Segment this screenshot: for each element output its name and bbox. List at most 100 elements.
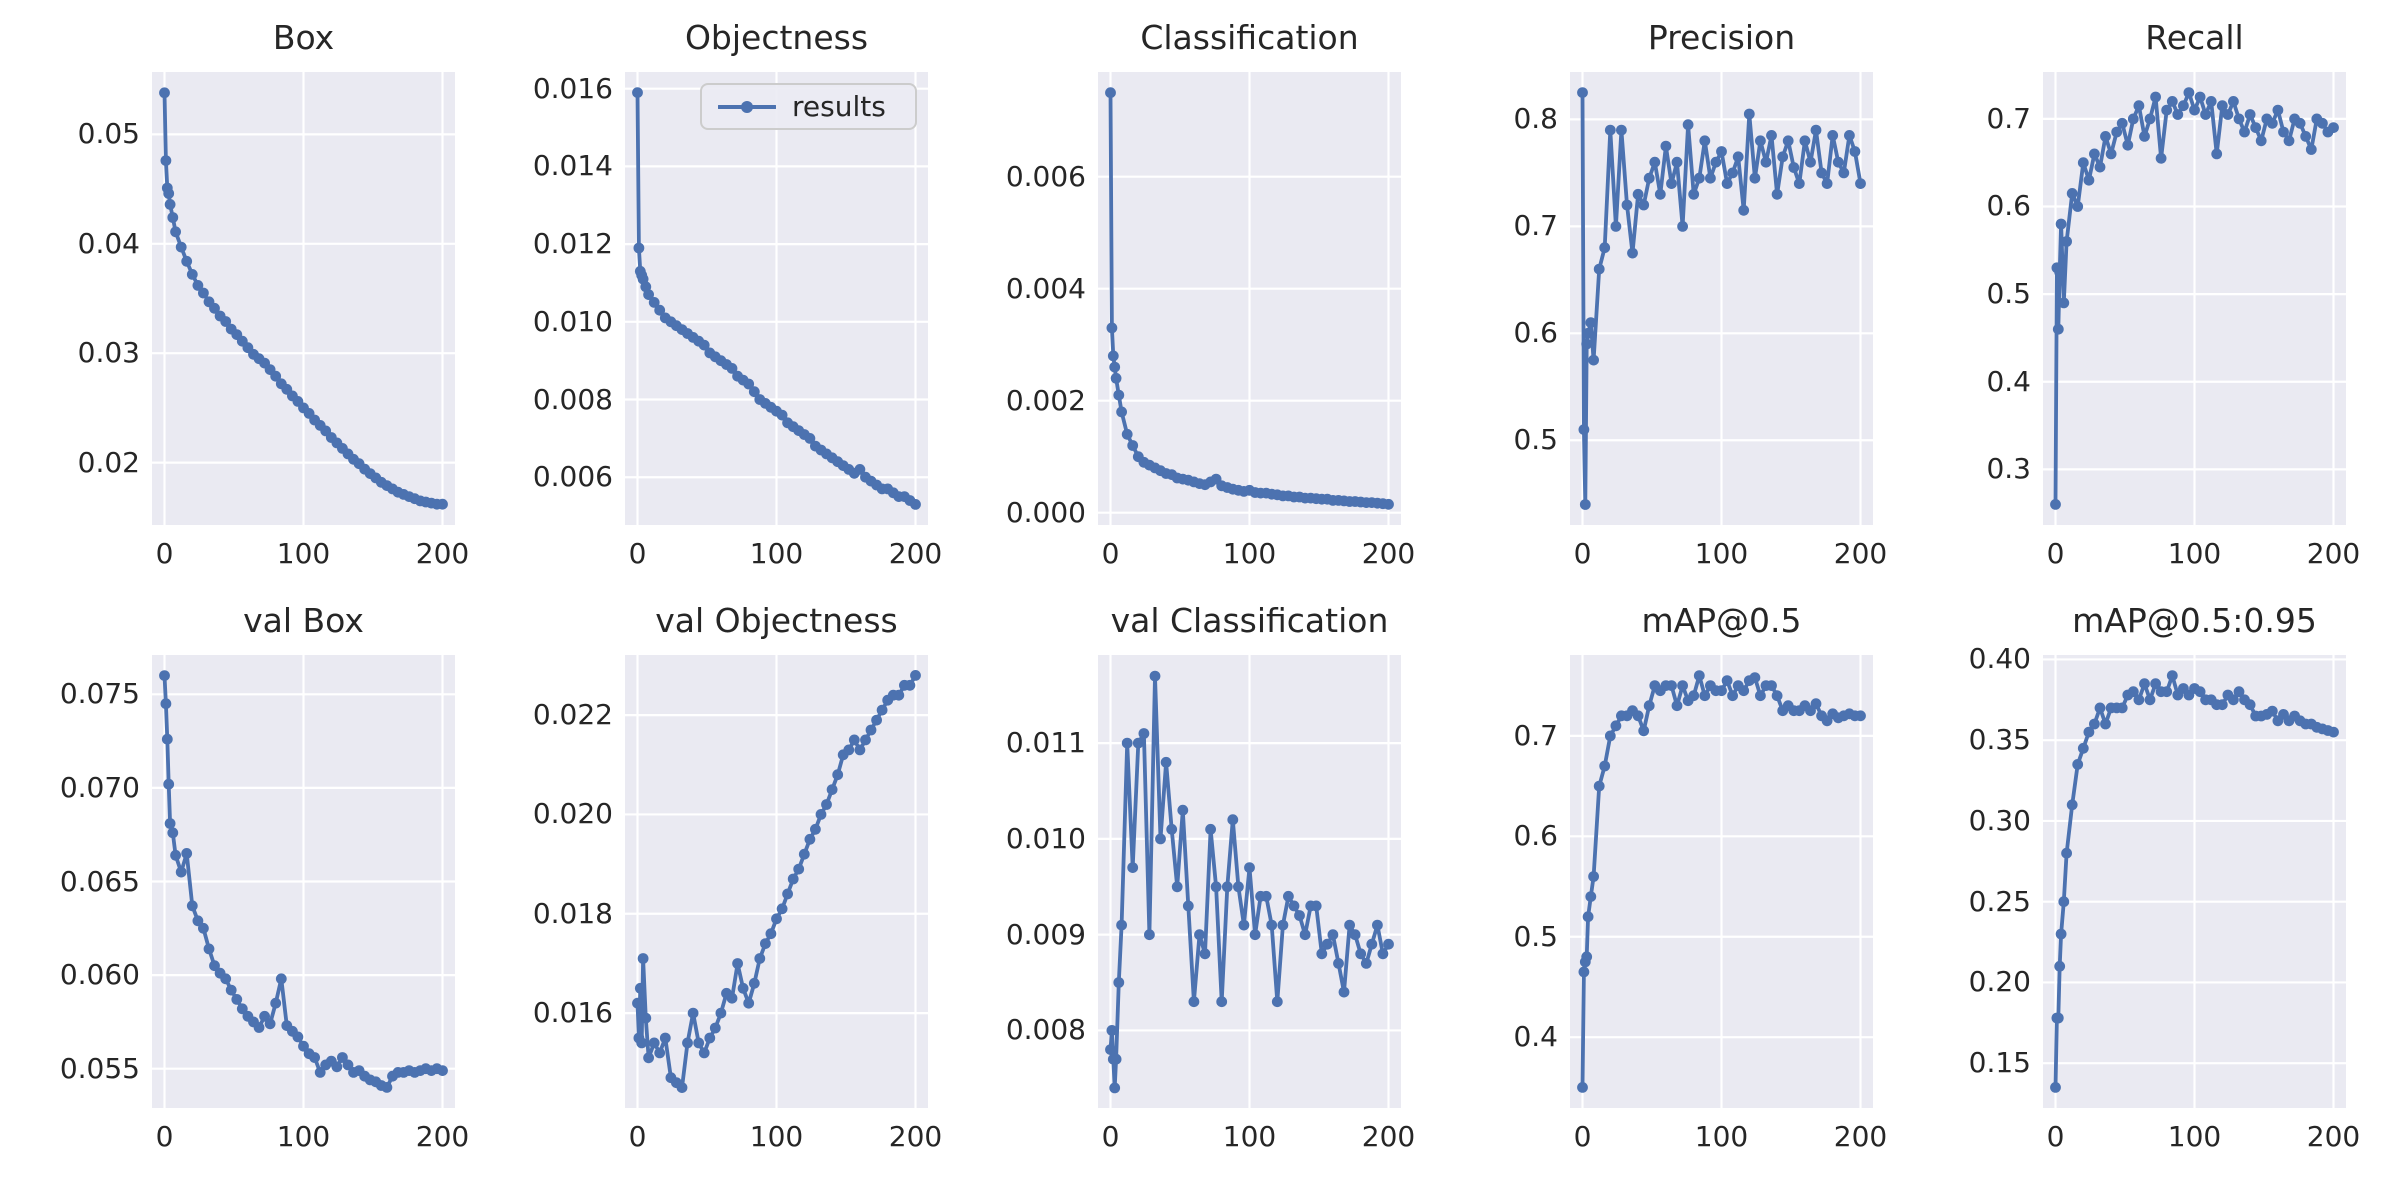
x-tick-label: 200 <box>1361 537 1416 570</box>
plot-title-objectness: Objectness <box>684 18 869 57</box>
y-tick-label: 0.065 <box>59 864 140 898</box>
x-tick-label: 100 <box>276 537 331 570</box>
x-tick-label: 0 <box>1573 1120 1592 1153</box>
plot-title-val-objectness: val Objectness <box>655 601 898 640</box>
axes-objectness <box>625 72 928 525</box>
x-tick-label: 100 <box>2167 537 2222 570</box>
x-tick-label: 0 <box>155 1120 174 1153</box>
y-tick-label: 0.006 <box>532 460 613 494</box>
subplot-precision: Precision 0.5 0.6 0.7 0.8 0 100 200 <box>1513 18 1887 569</box>
axes-classification <box>1098 72 1401 525</box>
axes-box <box>152 72 455 525</box>
axes-val-box <box>152 655 455 1108</box>
x-tick-label: 0 <box>2046 537 2065 570</box>
plot-title-val-box: val Box <box>243 601 364 640</box>
subplot-map05-095: mAP@0.5:0.95 0.15 0.20 0.25 0.30 0.35 0.40 0 10… <box>1969 601 2361 1152</box>
y-tick-label: 0.6 <box>1513 819 1558 853</box>
y-tick-label: 0.25 <box>1968 884 2031 918</box>
x-tick-label: 0 <box>628 1120 647 1153</box>
y-tick-label: 0.4 <box>1513 1020 1558 1054</box>
y-tick-label: 0.010 <box>1005 821 1086 855</box>
y-tick-label: 0.020 <box>532 797 613 831</box>
subplot-box: Box 0.02 0.03 0.04 0.05 0 100 200 <box>78 18 470 569</box>
x-tick-label: 200 <box>1833 1120 1888 1153</box>
y-tick-label: 0.5 <box>1986 277 2031 311</box>
x-tick-label: 0 <box>1101 537 1120 570</box>
subplot-objectness: Objectness results 0.006 0.008 0.010 0.012 0… <box>533 18 942 569</box>
y-tick-label: 0.016 <box>532 996 613 1030</box>
y-tick-label: 0.5 <box>1513 423 1558 457</box>
x-tick-label: 200 <box>415 537 470 570</box>
y-tick-label: 0.40 <box>1968 642 2031 676</box>
subplot-classification: Classification 0.000 0.002 0.004 0.006 0 100 2… <box>1006 18 1415 569</box>
subplot-val-objectness: val Objectness 0.016 0.018 0.020 0.022 0 100 2… <box>533 601 942 1152</box>
y-tick-label: 0.35 <box>1968 723 2031 757</box>
y-tick-label: 0.5 <box>1513 919 1558 953</box>
axes-recall <box>2043 72 2346 525</box>
y-tick-label: 0.014 <box>532 149 613 183</box>
legend-line-marker-icon <box>718 100 776 113</box>
x-tick-label: 200 <box>2306 1120 2361 1153</box>
y-tick-label: 0.02 <box>77 445 140 479</box>
x-tick-label: 200 <box>888 537 943 570</box>
axes-precision <box>1570 72 1873 525</box>
y-tick-label: 0.060 <box>59 958 140 992</box>
y-tick-label: 0.4 <box>1986 364 2031 398</box>
plot-title-recall: Recall <box>2145 18 2244 57</box>
axes-val-classification <box>1098 655 1401 1108</box>
axes-map05-095 <box>2043 655 2346 1108</box>
subplot-val-classification: val Classification 0.008 0.009 0.010 0.011 0… <box>1006 601 1415 1152</box>
y-tick-label: 0.070 <box>59 770 140 804</box>
y-tick-label: 0.008 <box>1005 1013 1086 1047</box>
y-tick-label: 0.022 <box>532 698 613 732</box>
y-tick-label: 0.05 <box>77 117 140 151</box>
x-tick-label: 100 <box>1222 537 1277 570</box>
legend-label: results <box>792 90 886 123</box>
x-tick-label: 0 <box>628 537 647 570</box>
plot-title-box: Box <box>272 18 335 57</box>
y-tick-label: 0.002 <box>1005 383 1086 417</box>
x-tick-label: 0 <box>155 537 174 570</box>
y-tick-label: 0.6 <box>1513 316 1558 350</box>
y-tick-label: 0.018 <box>532 896 613 930</box>
y-tick-label: 0.009 <box>1005 917 1086 951</box>
axes-val-objectness <box>625 655 928 1108</box>
axes-map05 <box>1570 655 1873 1108</box>
y-tick-label: 0.3 <box>1986 452 2031 486</box>
y-tick-label: 0.7 <box>1986 101 2031 135</box>
plot-title-val-classification: val Classification <box>1110 601 1389 640</box>
plot-title-precision: Precision <box>1647 18 1796 57</box>
x-tick-label: 100 <box>749 537 804 570</box>
y-tick-label: 0.012 <box>532 227 613 261</box>
subplot-recall: Recall 0.3 0.4 0.5 0.6 0.7 0 100 200 <box>1986 18 2360 569</box>
plot-title-map05-095: mAP@0.5:0.95 <box>2072 601 2317 640</box>
x-tick-label: 100 <box>1222 1120 1277 1153</box>
subplot-map05: mAP@0.5 0.4 0.5 0.6 0.7 0 100 200 <box>1513 601 1887 1152</box>
x-tick-label: 100 <box>276 1120 331 1153</box>
y-tick-label: 0.15 <box>1968 1046 2031 1080</box>
y-tick-label: 0.008 <box>532 382 613 416</box>
x-tick-label: 200 <box>415 1120 470 1153</box>
x-tick-label: 200 <box>1833 537 1888 570</box>
y-tick-label: 0.011 <box>1005 726 1086 760</box>
y-tick-label: 0.04 <box>77 226 140 260</box>
x-tick-label: 100 <box>749 1120 804 1153</box>
y-tick-label: 0.20 <box>1968 965 2031 999</box>
x-tick-label: 0 <box>1101 1120 1120 1153</box>
plot-title-classification: Classification <box>1140 18 1359 57</box>
x-tick-label: 200 <box>2306 537 2361 570</box>
subplot-val-box: val Box 0.055 0.060 0.065 0.070 0.075 0 100 200 <box>60 601 469 1152</box>
x-tick-label: 0 <box>2046 1120 2065 1153</box>
y-tick-label: 0.8 <box>1513 102 1558 136</box>
y-tick-label: 0.004 <box>1005 271 1086 305</box>
x-tick-label: 100 <box>2167 1120 2222 1153</box>
y-tick-label: 0.7 <box>1513 209 1558 243</box>
y-tick-label: 0.7 <box>1513 718 1558 752</box>
plot-title-map05: mAP@0.5 <box>1641 601 1802 640</box>
x-tick-label: 0 <box>1573 537 1592 570</box>
legend: results <box>700 83 917 130</box>
y-tick-label: 0.006 <box>1005 159 1086 193</box>
y-tick-label: 0.055 <box>59 1051 140 1085</box>
x-tick-label: 200 <box>1361 1120 1416 1153</box>
